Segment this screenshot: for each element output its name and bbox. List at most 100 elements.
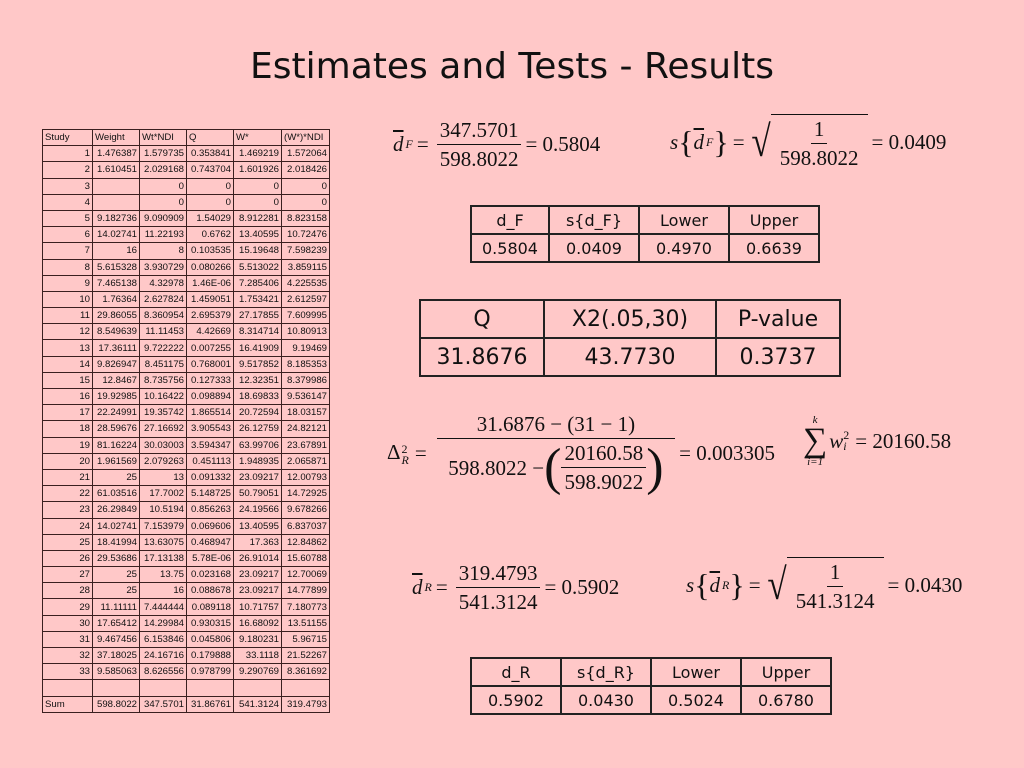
table-cell: 13 [139,468,187,487]
table-cell: 8.735756 [139,371,187,390]
table-cell: 23.09217 [233,566,282,584]
table-cell: 37.18025 [92,646,140,665]
table-cell: 1.961569 [92,452,140,470]
table-cell: 25 [92,582,140,600]
value-s-d-r: 0.0430 [560,685,652,715]
table-cell: 7 [42,242,93,260]
table-cell: 27.17855 [233,307,282,325]
table-cell: 19.92985 [92,387,140,406]
table-cell: 0.451113 [186,452,234,470]
left-paren: ( [544,438,562,496]
random-effect-se-formula: s {d R} = √ 1 541.3124 = 0.0430 [686,557,962,613]
header-upper: Upper [740,657,832,687]
value-d-f: 0.5804 [470,233,550,263]
table-row: 14 9.826947 8.451175 0.768001 9.517852 8.1853… [42,355,330,373]
table-cell: 12 [42,323,93,341]
table-cell: 4.225535 [281,274,330,292]
table-row: 2 1.610451 2.029168 0.743704 1.601926 2.01842… [42,161,330,179]
table-cell: 14.29984 [139,614,187,632]
table-cell: 17.36111 [92,339,140,357]
result-value: = 0.0409 [871,129,947,154]
table-cell: 17.363 [233,533,282,551]
table-cell: 0.468947 [186,533,234,551]
table-cell: 21 [42,468,93,487]
table-cell: 14.72925 [281,485,330,503]
table-cell: 8.823158 [281,209,330,228]
table-cell: 9.585063 [92,663,140,681]
table-cell: 14 [42,355,93,373]
table-cell: W* [233,128,282,147]
denominator-left: 598.8022 − [448,455,545,480]
result-value: = 0.0430 [887,572,963,597]
table-cell: 2.695379 [186,307,234,325]
w-symbol: w [829,428,844,453]
table-cell: 5.96715 [281,630,330,649]
s-symbol: s [686,572,695,597]
s-symbol: s [670,129,679,154]
table-row: 27 25 13.75 0.023168 23.09217 12.70069 [42,566,330,584]
table-cell: 18.69833 [233,387,282,406]
table-cell: 7.444444 [139,598,187,616]
table-cell: 11.11453 [139,323,187,341]
table-row: 15 12.8467 8.735756 0.127333 12.32351 8.37998… [42,371,330,390]
table-cell: 24 [42,517,93,535]
table-cell: 0.080266 [186,258,234,276]
right-paren: ) [646,438,664,496]
right-brace: } [729,567,745,603]
value-lower: 0.4970 [638,233,730,263]
d-bar-symbol: d [693,129,705,154]
table-row: 10 1.76364 2.627824 1.459051 1.753421 2.61259… [42,290,330,309]
equals-sign: = [748,572,761,597]
table-cell: 28.59676 [92,420,140,438]
table-cell: 25 [42,533,93,551]
table-cell: 9.467456 [92,630,140,649]
table-row: 31 9.467456 6.153846 0.045806 9.180231 5.9671… [42,630,330,649]
table-cell: 12.00793 [281,468,330,487]
table-header-row: Study Weight Wt*NDI Q W* (W*)*NDI [42,128,330,147]
result-value: = 0.5902 [544,575,620,599]
header-upper: Upper [728,205,820,235]
subscript-f: F [706,134,714,149]
table-cell: 31.86761 [186,695,234,713]
table-cell: 8.626556 [139,663,187,681]
table-cell: 13.51155 [281,614,330,632]
table-cell: 16.41909 [233,339,282,357]
table-sum-row: Sum 598.8022 347.5701 31.86761 541.3124 319.4… [42,695,330,713]
table-row: 6 14.02741 11.22193 0.6762 13.40595 10.72476 [42,226,330,244]
table-cell: 6.153846 [139,630,187,649]
table-cell: 8.451175 [139,355,187,373]
denominator: 541.3124 [458,590,538,614]
header-d-f: d_F [470,205,550,235]
table-cell: 3.859115 [281,258,330,276]
table-cell: 8.379986 [281,371,330,390]
table-cell: 598.8022 [92,695,140,713]
table-cell: 33 [42,663,93,681]
inner-denominator: 598.9022 [564,470,644,494]
table-cell: 8.314714 [233,323,282,341]
table-cell: 0.007255 [186,339,234,357]
table-cell: 1.753421 [233,290,282,309]
table-cell: 0 [186,177,234,195]
table-cell: 23.09217 [233,582,282,600]
header-s-d-r: s{d_R} [560,657,652,687]
left-brace: { [678,124,694,160]
table-row: 30 17.65412 14.29984 0.930315 16.68092 13.511… [42,614,330,632]
numerator: 1 [810,117,828,144]
table-cell: 9.290769 [233,663,282,681]
table-cell: 13.75 [139,566,187,584]
table-cell: 11.11111 [92,598,140,616]
table-cell: 17 [42,404,93,422]
radical-icon: √ [767,560,787,609]
value-p-value: 0.3737 [715,337,841,377]
d-bar-symbol: d [412,575,423,599]
study-data-table: Study Weight Wt*NDI Q W* (W*)*NDI 1 1.476387 1.5… [42,128,330,713]
header-s-d-f: s{d_F} [548,205,640,235]
table-cell: 13.40595 [233,226,282,244]
table-cell: 27.16692 [139,420,187,438]
table-cell: 15.60788 [281,549,330,568]
table-cell: 0 [281,193,330,211]
table-cell: Q [186,128,234,147]
table-cell: 29 [42,598,93,616]
table-cell: 0.023168 [186,566,234,584]
table-cell: 3.905543 [186,420,234,438]
